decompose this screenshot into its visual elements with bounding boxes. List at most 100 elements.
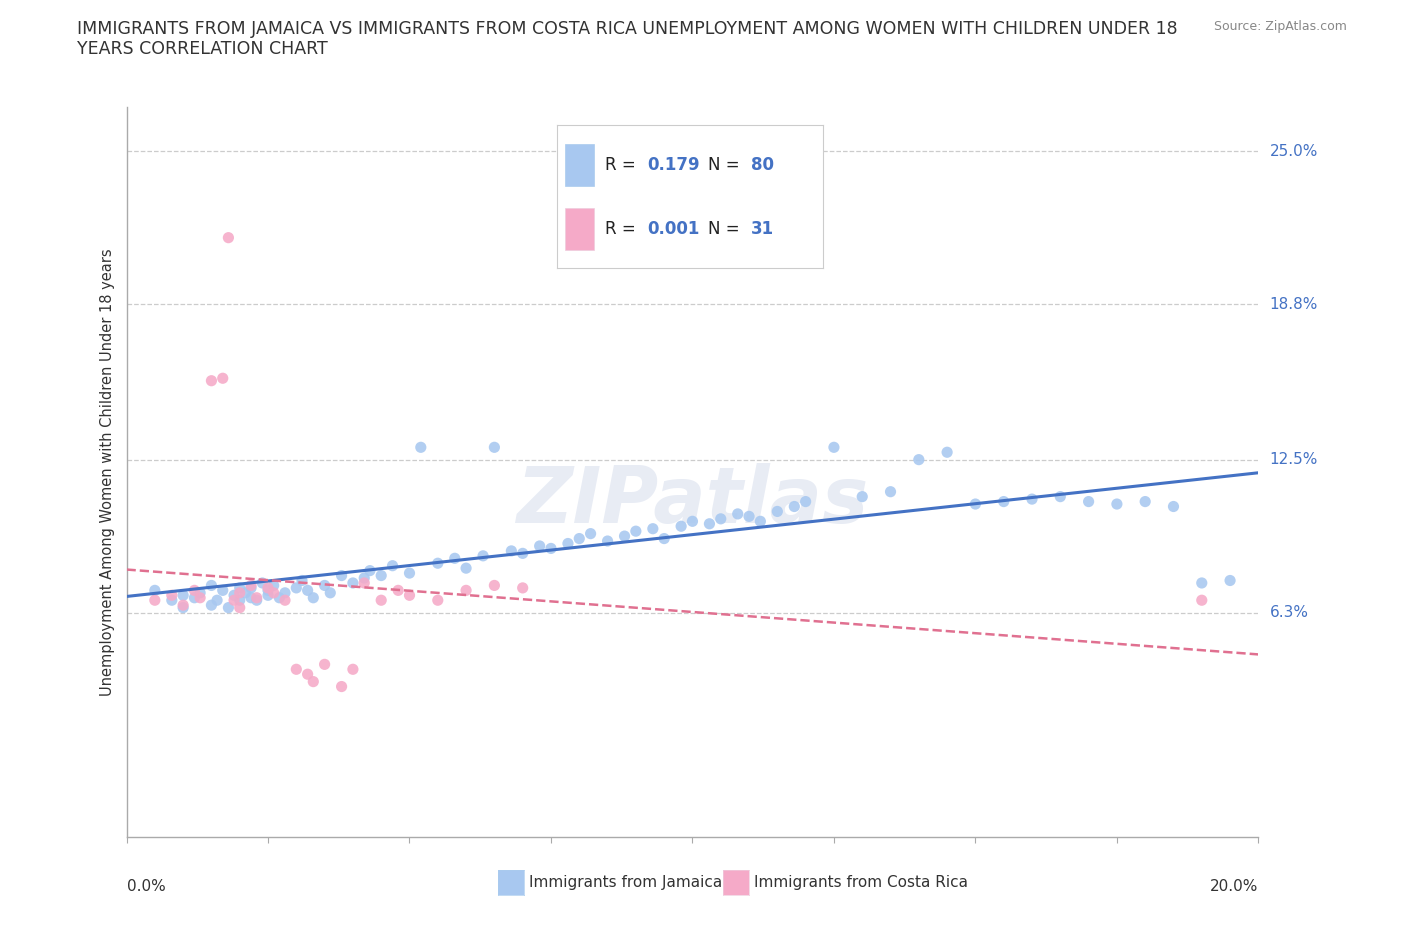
Point bbox=[200, 598, 222, 613]
Point bbox=[568, 531, 591, 546]
Point bbox=[443, 551, 465, 565]
Point bbox=[613, 528, 636, 543]
Point bbox=[579, 526, 602, 541]
Point bbox=[353, 576, 375, 591]
Point bbox=[1049, 489, 1071, 504]
Point bbox=[297, 667, 319, 682]
Point bbox=[936, 445, 959, 459]
Point bbox=[456, 561, 478, 576]
Text: Immigrants from Jamaica: Immigrants from Jamaica bbox=[530, 875, 723, 890]
Point bbox=[143, 592, 166, 607]
Point bbox=[908, 452, 931, 467]
Point bbox=[370, 568, 392, 583]
Point bbox=[381, 558, 404, 573]
Point bbox=[1191, 592, 1213, 607]
Point bbox=[370, 592, 392, 607]
Point bbox=[228, 585, 252, 600]
Point bbox=[319, 585, 342, 600]
Point bbox=[353, 571, 375, 586]
Point bbox=[263, 578, 285, 592]
Point bbox=[228, 600, 252, 615]
Point bbox=[456, 583, 478, 598]
Point bbox=[1219, 573, 1241, 588]
Point bbox=[205, 592, 228, 607]
Point bbox=[766, 504, 789, 519]
Point bbox=[342, 576, 364, 591]
Point bbox=[330, 679, 353, 694]
Point bbox=[342, 662, 364, 677]
Point bbox=[823, 440, 845, 455]
Text: 18.8%: 18.8% bbox=[1270, 297, 1317, 312]
Point bbox=[314, 578, 336, 592]
Point bbox=[302, 674, 325, 689]
Point bbox=[257, 580, 280, 595]
Point bbox=[794, 494, 817, 509]
Point bbox=[1135, 494, 1157, 509]
Point bbox=[512, 546, 534, 561]
Point bbox=[512, 580, 534, 595]
Point bbox=[426, 556, 449, 571]
Point bbox=[387, 583, 409, 598]
Point bbox=[641, 521, 664, 536]
Point bbox=[217, 600, 239, 615]
Point bbox=[557, 536, 579, 551]
Point bbox=[993, 494, 1015, 509]
Text: Source: ZipAtlas.com: Source: ZipAtlas.com bbox=[1213, 20, 1347, 33]
Point bbox=[851, 489, 873, 504]
Point bbox=[529, 538, 551, 553]
Point bbox=[240, 580, 263, 595]
Point bbox=[252, 576, 274, 591]
Point bbox=[727, 507, 749, 522]
Point bbox=[1191, 576, 1213, 591]
Point bbox=[143, 583, 166, 598]
Point bbox=[484, 440, 506, 455]
Point bbox=[484, 578, 506, 592]
Point bbox=[200, 578, 222, 592]
Text: IMMIGRANTS FROM JAMAICA VS IMMIGRANTS FROM COSTA RICA UNEMPLOYMENT AMONG WOMEN W: IMMIGRANTS FROM JAMAICA VS IMMIGRANTS FR… bbox=[77, 20, 1178, 38]
Point bbox=[200, 373, 222, 388]
Point bbox=[359, 564, 381, 578]
Text: ZIPatlas: ZIPatlas bbox=[516, 463, 869, 539]
Text: 20.0%: 20.0% bbox=[1211, 879, 1258, 894]
Point bbox=[240, 591, 263, 605]
Point bbox=[501, 543, 523, 558]
Point bbox=[172, 598, 194, 613]
Point bbox=[1021, 492, 1043, 507]
Y-axis label: Unemployment Among Women with Children Under 18 years: Unemployment Among Women with Children U… bbox=[100, 248, 115, 696]
Point bbox=[738, 509, 761, 524]
Point bbox=[302, 591, 325, 605]
Point bbox=[710, 512, 733, 526]
Point bbox=[783, 499, 806, 514]
Point bbox=[222, 588, 245, 603]
Point bbox=[749, 514, 772, 529]
Point bbox=[211, 583, 233, 598]
Point bbox=[540, 541, 562, 556]
Point bbox=[1077, 494, 1099, 509]
Point bbox=[183, 583, 205, 598]
Point bbox=[398, 565, 420, 580]
Point bbox=[682, 514, 704, 529]
Text: Immigrants from Costa Rica: Immigrants from Costa Rica bbox=[754, 875, 969, 890]
Point bbox=[285, 662, 308, 677]
Text: 12.5%: 12.5% bbox=[1270, 452, 1317, 467]
Point bbox=[398, 588, 420, 603]
Point bbox=[274, 585, 297, 600]
Point bbox=[879, 485, 901, 499]
Text: YEARS CORRELATION CHART: YEARS CORRELATION CHART bbox=[77, 40, 328, 58]
Point bbox=[246, 592, 269, 607]
Point bbox=[188, 591, 211, 605]
Point bbox=[160, 592, 183, 607]
Point bbox=[330, 568, 353, 583]
Point bbox=[172, 588, 194, 603]
Point bbox=[160, 588, 183, 603]
Point bbox=[409, 440, 432, 455]
Point bbox=[228, 580, 252, 595]
Point bbox=[624, 524, 647, 538]
Text: 0.0%: 0.0% bbox=[127, 879, 166, 894]
Point bbox=[235, 585, 257, 600]
Point bbox=[297, 583, 319, 598]
Point bbox=[1163, 499, 1185, 514]
Point bbox=[257, 583, 280, 598]
Point bbox=[269, 591, 291, 605]
Point bbox=[257, 588, 280, 603]
